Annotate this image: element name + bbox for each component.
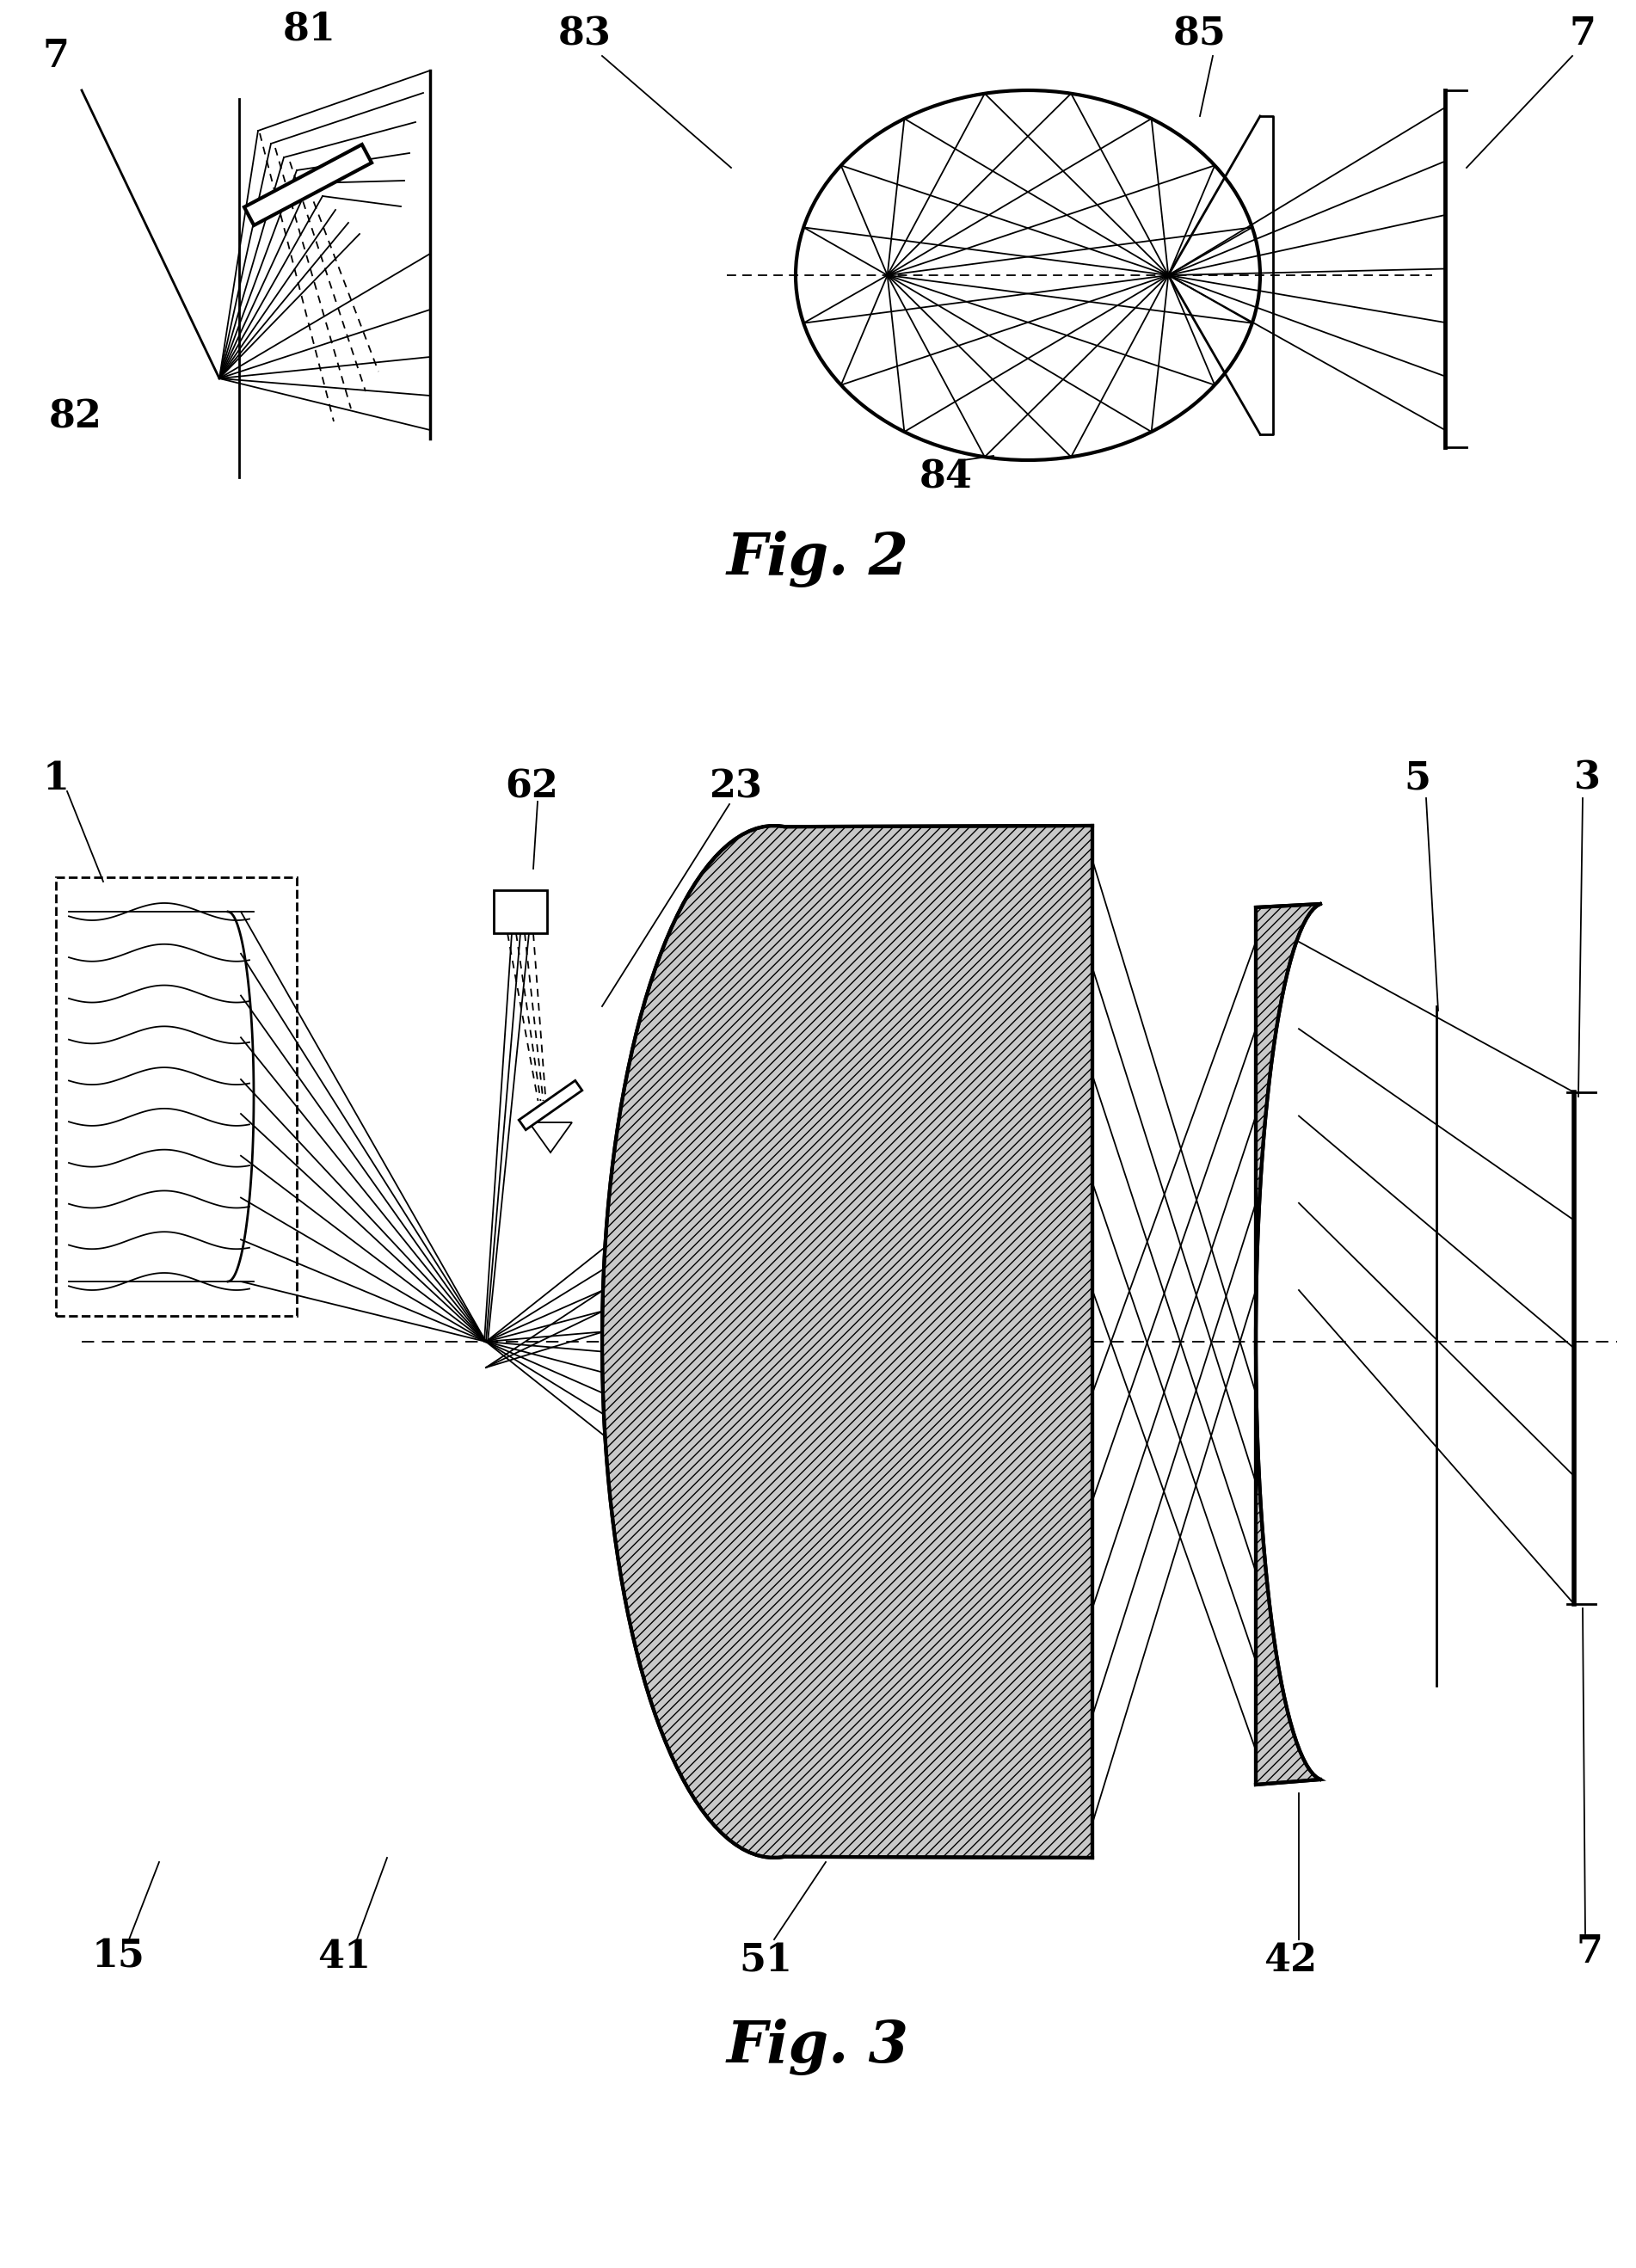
FancyBboxPatch shape [494, 889, 546, 932]
Polygon shape [244, 145, 371, 225]
Text: Fig. 3: Fig. 3 [726, 2019, 910, 2075]
Polygon shape [519, 1080, 582, 1129]
Text: 42: 42 [1263, 1941, 1317, 1980]
Text: 1: 1 [43, 760, 69, 796]
Text: 23: 23 [708, 769, 762, 805]
Text: 5: 5 [1404, 760, 1432, 796]
Text: 62: 62 [506, 769, 558, 805]
Text: 3: 3 [1574, 760, 1600, 796]
Text: 83: 83 [558, 16, 612, 52]
Text: 41: 41 [317, 1939, 371, 1975]
Text: 7: 7 [43, 36, 69, 75]
Text: 84: 84 [919, 458, 973, 497]
Text: 15: 15 [92, 1939, 146, 1975]
Polygon shape [1256, 905, 1320, 1785]
Text: 51: 51 [739, 1941, 792, 1980]
Text: Fig. 2: Fig. 2 [726, 531, 910, 587]
Text: 7: 7 [1569, 16, 1597, 52]
Polygon shape [602, 826, 1093, 1857]
Text: 85: 85 [1173, 16, 1227, 52]
Text: 81: 81 [283, 11, 337, 48]
Text: 7: 7 [1575, 1935, 1603, 1971]
Text: 82: 82 [49, 399, 103, 435]
